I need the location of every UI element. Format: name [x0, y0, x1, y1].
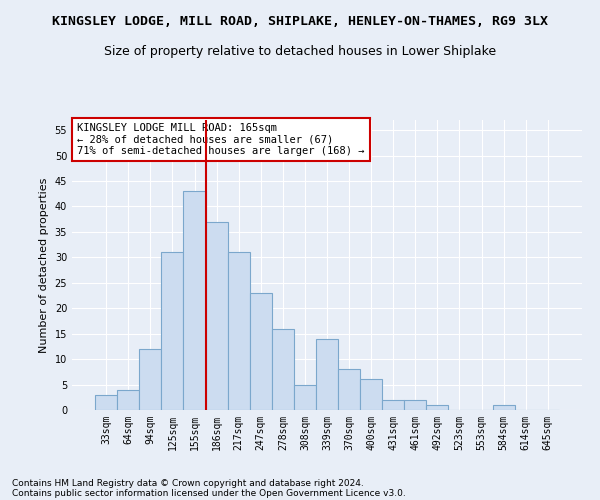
Text: Size of property relative to detached houses in Lower Shiplake: Size of property relative to detached ho…	[104, 45, 496, 58]
Bar	[404, 400, 427, 410]
Bar	[382, 400, 404, 410]
Text: Contains public sector information licensed under the Open Government Licence v3: Contains public sector information licen…	[12, 488, 406, 498]
Bar	[294, 384, 316, 410]
Bar	[95, 394, 117, 410]
Bar	[250, 293, 272, 410]
Y-axis label: Number of detached properties: Number of detached properties	[39, 178, 49, 352]
Bar	[493, 405, 515, 410]
Text: KINGSLEY LODGE MILL ROAD: 165sqm
← 28% of detached houses are smaller (67)
71% o: KINGSLEY LODGE MILL ROAD: 165sqm ← 28% o…	[77, 123, 365, 156]
Bar	[316, 339, 338, 410]
Bar	[427, 405, 448, 410]
Bar	[184, 191, 206, 410]
Bar	[360, 380, 382, 410]
Text: KINGSLEY LODGE, MILL ROAD, SHIPLAKE, HENLEY-ON-THAMES, RG9 3LX: KINGSLEY LODGE, MILL ROAD, SHIPLAKE, HEN…	[52, 15, 548, 28]
Bar	[227, 252, 250, 410]
Bar	[139, 349, 161, 410]
Bar	[161, 252, 184, 410]
Bar	[206, 222, 227, 410]
Text: Contains HM Land Registry data © Crown copyright and database right 2024.: Contains HM Land Registry data © Crown c…	[12, 478, 364, 488]
Bar	[338, 370, 360, 410]
Bar	[117, 390, 139, 410]
Bar	[272, 328, 294, 410]
